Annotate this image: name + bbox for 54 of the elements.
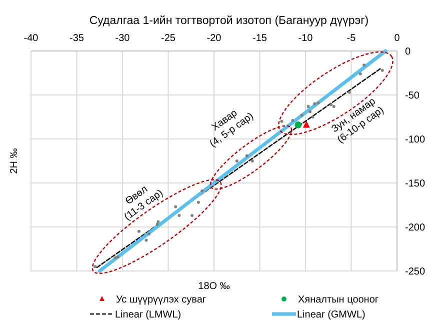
legend-label: Хяналтын цооног bbox=[298, 294, 379, 306]
point bbox=[330, 103, 333, 106]
x-axis-title: 18O ‰ bbox=[198, 281, 230, 292]
point bbox=[300, 114, 304, 117]
y-tick-label: -250 bbox=[405, 266, 426, 278]
legend-label: Linear (LMWL) bbox=[115, 310, 182, 320]
point bbox=[280, 120, 284, 123]
point bbox=[174, 205, 178, 208]
x-tick-label: -40 bbox=[24, 33, 39, 44]
point bbox=[332, 104, 336, 108]
y-axis-title: 2H ‰ bbox=[9, 148, 20, 174]
x-tick-label: -10 bbox=[298, 33, 314, 44]
x-tick-label: -15 bbox=[252, 33, 268, 44]
x-tick-label: -30 bbox=[115, 33, 130, 44]
x-tick-label: -25 bbox=[161, 33, 176, 44]
legend-label: Linear (GMWL) bbox=[297, 310, 366, 320]
point bbox=[311, 116, 314, 118]
point bbox=[94, 265, 97, 268]
point bbox=[362, 64, 366, 67]
point bbox=[116, 255, 120, 258]
y-tick-label: 0 bbox=[405, 46, 411, 58]
point bbox=[306, 104, 310, 108]
point bbox=[156, 220, 160, 224]
chart-title: Судалгаа 1-ийн тогтвортой изотоп (Багануур дүүрэг) bbox=[89, 15, 369, 27]
point bbox=[114, 256, 117, 260]
legend-label: Ус шүүрүүлэх суваг bbox=[116, 294, 206, 306]
point bbox=[190, 214, 194, 218]
point bbox=[358, 72, 362, 76]
x-tick-label: -35 bbox=[70, 33, 84, 44]
point bbox=[380, 68, 384, 72]
point bbox=[235, 160, 238, 162]
point bbox=[348, 90, 351, 94]
y-tick-label: -150 bbox=[405, 178, 426, 190]
point bbox=[308, 110, 312, 114]
point bbox=[156, 222, 159, 226]
point bbox=[313, 102, 316, 106]
point bbox=[200, 189, 204, 192]
point bbox=[250, 160, 254, 162]
point bbox=[302, 120, 310, 128]
point bbox=[245, 154, 248, 158]
point bbox=[316, 101, 320, 104]
y-tick-label: -200 bbox=[405, 222, 426, 234]
x-tick-label: -20 bbox=[206, 33, 222, 44]
y-tick-label: -100 bbox=[405, 134, 426, 146]
x-tick-label: 0 bbox=[394, 33, 400, 44]
point bbox=[196, 200, 200, 204]
point bbox=[178, 214, 181, 218]
point bbox=[294, 121, 302, 128]
y-tick-label: -50 bbox=[405, 90, 420, 102]
point bbox=[137, 230, 140, 233]
x-tick-label: -5 bbox=[346, 33, 356, 44]
point bbox=[148, 232, 151, 236]
point bbox=[291, 119, 294, 122]
point bbox=[144, 238, 148, 242]
